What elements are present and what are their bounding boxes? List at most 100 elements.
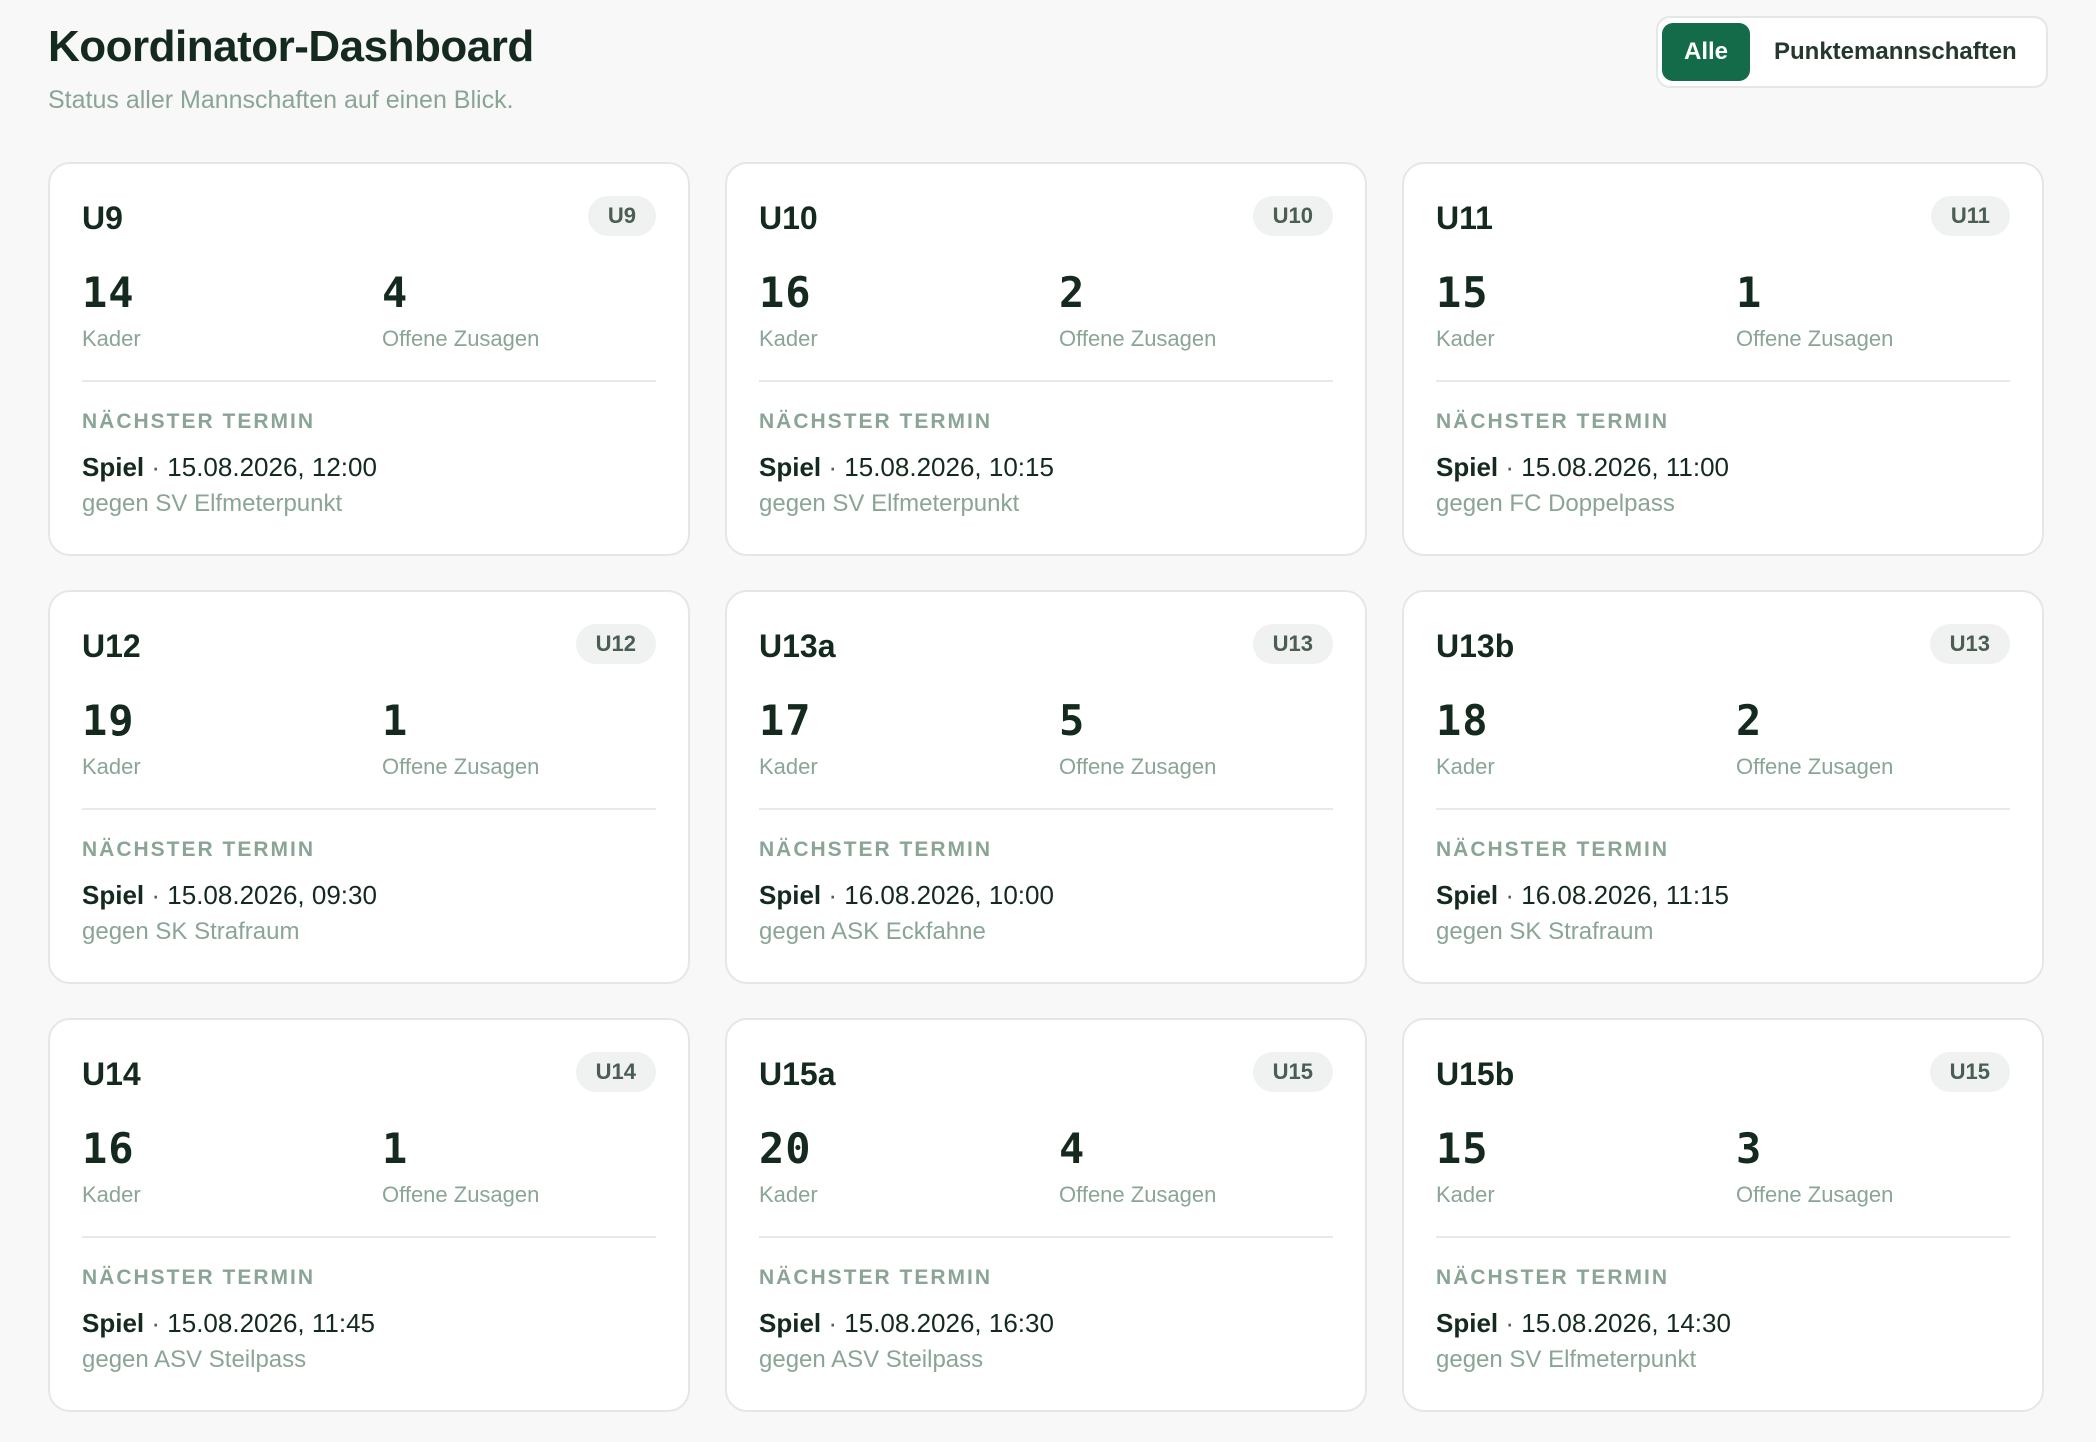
squad-count: 15 — [1436, 1124, 1489, 1173]
card-divider — [759, 808, 1333, 810]
open-responses-label: Offene Zusagen — [382, 326, 540, 351]
event-opponent: gegen ASK Eckfahne — [759, 918, 986, 945]
team-card-grid: U9 U9 14 Kader 4 Offene Zusagen NÄCHSTER… — [48, 162, 2048, 1412]
event-type: Spiel — [82, 880, 145, 910]
event-separator: · — [1505, 1308, 1515, 1338]
squad-label: Kader — [759, 326, 818, 351]
team-card[interactable]: U15b U15 15 Kader 3 Offene Zusagen NÄCHS… — [1402, 1018, 2044, 1412]
open-responses-count: 1 — [382, 1124, 409, 1173]
age-group-badge: U12 — [575, 624, 656, 664]
card-divider — [82, 808, 656, 810]
event-datetime: 15.08.2026, 10:15 — [844, 452, 1054, 482]
squad-label: Kader — [1436, 754, 1495, 779]
open-responses-count: 3 — [1736, 1124, 1763, 1173]
open-responses-label: Offene Zusagen — [1736, 326, 1894, 351]
team-name: U13b — [1436, 628, 1515, 664]
event-type: Spiel — [759, 452, 822, 482]
event-opponent: gegen SV Elfmeterpunkt — [82, 490, 343, 517]
event-datetime: 16.08.2026, 10:00 — [844, 880, 1054, 910]
team-card[interactable]: U14 U14 16 Kader 1 Offene Zusagen NÄCHST… — [48, 1018, 690, 1412]
event-type: Spiel — [1436, 880, 1499, 910]
team-name: U14 — [82, 1056, 141, 1092]
card-divider — [1436, 1236, 2010, 1238]
team-card[interactable]: U13a U13 17 Kader 5 Offene Zusagen NÄCHS… — [725, 590, 1367, 984]
team-name: U15b — [1436, 1056, 1515, 1092]
event-separator: · — [828, 1308, 838, 1338]
next-event-line: Spiel · 15.08.2026, 16:30 — [759, 1308, 1054, 1339]
squad-label: Kader — [82, 1182, 141, 1207]
open-responses-label: Offene Zusagen — [1736, 1182, 1894, 1207]
age-group-badge: U13 — [1929, 624, 2010, 664]
next-event-label: NÄCHSTER TERMIN — [1436, 410, 1669, 433]
team-name: U15a — [759, 1056, 836, 1092]
event-opponent: gegen SV Elfmeterpunkt — [759, 490, 1020, 517]
event-datetime: 15.08.2026, 14:30 — [1521, 1308, 1731, 1338]
next-event-line: Spiel · 16.08.2026, 10:00 — [759, 880, 1054, 911]
open-responses-count: 1 — [382, 696, 409, 745]
team-card[interactable]: U13b U13 18 Kader 2 Offene Zusagen NÄCHS… — [1402, 590, 2044, 984]
event-type: Spiel — [82, 1308, 145, 1338]
squad-count: 15 — [1436, 268, 1489, 317]
team-name: U10 — [759, 200, 818, 236]
event-type: Spiel — [759, 880, 822, 910]
event-datetime: 15.08.2026, 09:30 — [167, 880, 377, 910]
team-card[interactable]: U12 U12 19 Kader 1 Offene Zusagen NÄCHST… — [48, 590, 690, 984]
team-card[interactable]: U10 U10 16 Kader 2 Offene Zusagen NÄCHST… — [725, 162, 1367, 556]
card-divider — [1436, 380, 2010, 382]
team-card[interactable]: U9 U9 14 Kader 4 Offene Zusagen NÄCHSTER… — [48, 162, 690, 556]
team-filter-toggle: Alle Punktemannschaften — [1656, 16, 2048, 88]
squad-count: 20 — [759, 1124, 812, 1173]
event-opponent: gegen SK Strafraum — [82, 918, 300, 945]
squad-count: 19 — [82, 696, 135, 745]
filter-all-button[interactable]: Alle — [1662, 23, 1750, 81]
event-datetime: 15.08.2026, 12:00 — [167, 452, 377, 482]
event-datetime: 15.08.2026, 16:30 — [844, 1308, 1054, 1338]
open-responses-label: Offene Zusagen — [1059, 754, 1217, 779]
next-event-label: NÄCHSTER TERMIN — [82, 838, 315, 861]
event-datetime: 15.08.2026, 11:00 — [1521, 452, 1729, 482]
next-event-line: Spiel · 15.08.2026, 10:15 — [759, 452, 1054, 483]
event-separator: · — [828, 880, 838, 910]
age-group-badge: U13 — [1252, 624, 1333, 664]
next-event-label: NÄCHSTER TERMIN — [759, 1266, 992, 1289]
next-event-line: Spiel · 15.08.2026, 11:00 — [1436, 452, 1729, 483]
open-responses-label: Offene Zusagen — [382, 754, 540, 779]
team-card[interactable]: U11 U11 15 Kader 1 Offene Zusagen NÄCHST… — [1402, 162, 2044, 556]
page-subtitle: Status aller Mannschaften auf einen Blic… — [48, 86, 514, 114]
card-divider — [1436, 808, 2010, 810]
next-event-line: Spiel · 16.08.2026, 11:15 — [1436, 880, 1729, 911]
squad-label: Kader — [1436, 326, 1495, 351]
squad-count: 18 — [1436, 696, 1489, 745]
squad-count: 17 — [759, 696, 812, 745]
squad-count: 16 — [82, 1124, 135, 1173]
age-group-badge: U15 — [1929, 1052, 2010, 1092]
next-event-label: NÄCHSTER TERMIN — [82, 410, 315, 433]
event-separator: · — [151, 452, 161, 482]
event-datetime: 15.08.2026, 11:45 — [167, 1308, 375, 1338]
open-responses-count: 4 — [1059, 1124, 1086, 1173]
team-name: U9 — [82, 200, 123, 236]
event-separator: · — [1505, 452, 1515, 482]
event-separator: · — [828, 452, 838, 482]
open-responses-count: 5 — [1059, 696, 1086, 745]
team-name: U13a — [759, 628, 836, 664]
page-header: Koordinator-Dashboard Status aller Manns… — [48, 0, 2048, 162]
event-separator: · — [151, 880, 161, 910]
open-responses-label: Offene Zusagen — [1736, 754, 1894, 779]
squad-label: Kader — [1436, 1182, 1495, 1207]
next-event-label: NÄCHSTER TERMIN — [1436, 838, 1669, 861]
age-group-badge: U10 — [1252, 196, 1333, 236]
team-card[interactable]: U15a U15 20 Kader 4 Offene Zusagen NÄCHS… — [725, 1018, 1367, 1412]
squad-count: 16 — [759, 268, 812, 317]
open-responses-count: 2 — [1736, 696, 1763, 745]
event-type: Spiel — [1436, 1308, 1499, 1338]
event-opponent: gegen ASV Steilpass — [82, 1346, 307, 1373]
event-opponent: gegen SK Strafraum — [1436, 918, 1654, 945]
next-event-label: NÄCHSTER TERMIN — [759, 838, 992, 861]
open-responses-count: 1 — [1736, 268, 1763, 317]
event-separator: · — [151, 1308, 161, 1338]
open-responses-count: 4 — [382, 268, 409, 317]
open-responses-count: 2 — [1059, 268, 1086, 317]
filter-league-teams-button[interactable]: Punktemannschaften — [1750, 23, 2041, 81]
